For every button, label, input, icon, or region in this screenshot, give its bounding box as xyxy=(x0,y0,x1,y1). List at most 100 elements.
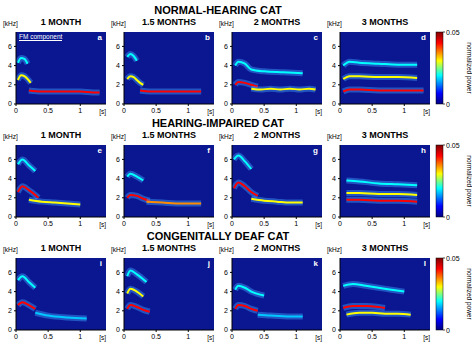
svg-text:2: 2 xyxy=(8,307,12,314)
html-text:1.5 MONTHS: 1.5 MONTHS xyxy=(142,17,196,27)
svg-text:1: 1 xyxy=(294,107,298,114)
svg-text:0: 0 xyxy=(8,326,12,333)
svg-text:1: 1 xyxy=(186,333,190,340)
svg-text:normalized power: normalized power xyxy=(465,42,472,94)
svg-text:0: 0 xyxy=(122,333,126,340)
svg-text:6: 6 xyxy=(224,43,228,50)
svg-text:0.5: 0.5 xyxy=(43,107,53,114)
svg-text:4: 4 xyxy=(8,62,12,69)
svg-text:0: 0 xyxy=(338,220,342,227)
svg-text:0.5: 0.5 xyxy=(151,220,161,227)
svg-text:0: 0 xyxy=(338,333,342,340)
svg-text:0.5: 0.5 xyxy=(43,333,53,340)
svg-text:0.5: 0.5 xyxy=(259,333,269,340)
svg-text:0.05: 0.05 xyxy=(446,29,460,36)
svg-text:2: 2 xyxy=(8,194,12,201)
svg-text:0: 0 xyxy=(122,220,126,227)
html-text:3 MONTHS: 3 MONTHS xyxy=(361,17,409,27)
svg-text:6: 6 xyxy=(224,269,228,276)
svg-text:6: 6 xyxy=(224,156,228,163)
svg-text:0: 0 xyxy=(116,326,120,333)
svg-text:2: 2 xyxy=(332,194,336,201)
svg-text:0: 0 xyxy=(8,100,12,107)
svg-text:4: 4 xyxy=(116,175,120,182)
svg-text:6: 6 xyxy=(8,269,12,276)
svg-text:6: 6 xyxy=(332,269,336,276)
svg-text:1: 1 xyxy=(186,107,190,114)
svg-text:6: 6 xyxy=(8,156,12,163)
svg-text:0: 0 xyxy=(116,100,120,107)
svg-text:2: 2 xyxy=(224,194,228,201)
svg-text:1: 1 xyxy=(78,107,82,114)
svg-text:0: 0 xyxy=(446,327,450,334)
svg-text:0: 0 xyxy=(332,100,336,107)
svg-text:0: 0 xyxy=(116,213,120,220)
svg-text:0: 0 xyxy=(332,326,336,333)
svg-text:0: 0 xyxy=(122,107,126,114)
svg-text:4: 4 xyxy=(8,175,12,182)
svg-text:4: 4 xyxy=(224,62,228,69)
svg-text:0.5: 0.5 xyxy=(43,220,53,227)
svg-text:1: 1 xyxy=(402,107,406,114)
svg-text:1: 1 xyxy=(78,220,82,227)
svg-text:1: 1 xyxy=(402,220,406,227)
svg-text:0.5: 0.5 xyxy=(367,107,377,114)
svg-text:6: 6 xyxy=(116,269,120,276)
svg-text:0.5: 0.5 xyxy=(367,333,377,340)
svg-text:0.05: 0.05 xyxy=(446,255,460,262)
svg-text:0: 0 xyxy=(338,107,342,114)
svg-text:0.5: 0.5 xyxy=(259,107,269,114)
svg-text:2: 2 xyxy=(116,194,120,201)
svg-text:4: 4 xyxy=(224,175,228,182)
svg-text:1: 1 xyxy=(78,333,82,340)
svg-text:4: 4 xyxy=(224,288,228,295)
svg-text:normalized power: normalized power xyxy=(465,155,472,207)
svg-text:normalized power: normalized power xyxy=(465,268,472,320)
svg-text:2: 2 xyxy=(224,307,228,314)
svg-text:0: 0 xyxy=(14,333,18,340)
svg-text:2: 2 xyxy=(116,307,120,314)
svg-text:6: 6 xyxy=(332,43,336,50)
svg-text:0: 0 xyxy=(14,220,18,227)
svg-text:2: 2 xyxy=(332,307,336,314)
svg-text:6: 6 xyxy=(332,156,336,163)
svg-text:0: 0 xyxy=(230,333,234,340)
svg-text:0: 0 xyxy=(332,213,336,220)
svg-text:4: 4 xyxy=(332,175,336,182)
svg-text:4: 4 xyxy=(332,62,336,69)
svg-text:4: 4 xyxy=(8,288,12,295)
svg-text:2: 2 xyxy=(224,81,228,88)
svg-text:0: 0 xyxy=(8,213,12,220)
svg-text:0: 0 xyxy=(446,214,450,221)
svg-text:4: 4 xyxy=(116,288,120,295)
svg-text:0: 0 xyxy=(446,101,450,108)
html-text:NORMAL-HEARING CAT: NORMAL-HEARING CAT xyxy=(154,4,282,16)
svg-text:0: 0 xyxy=(224,326,228,333)
svg-text:2: 2 xyxy=(116,81,120,88)
svg-text:1: 1 xyxy=(294,220,298,227)
svg-text:0.05: 0.05 xyxy=(446,142,460,149)
svg-text:1: 1 xyxy=(402,333,406,340)
svg-text:6: 6 xyxy=(116,43,120,50)
svg-text:0.5: 0.5 xyxy=(151,333,161,340)
svg-text:2: 2 xyxy=(8,81,12,88)
html-text:1 MONTH: 1 MONTH xyxy=(40,17,82,27)
svg-text:0.5: 0.5 xyxy=(259,220,269,227)
svg-text:0.5: 0.5 xyxy=(367,220,377,227)
svg-text:6: 6 xyxy=(8,43,12,50)
svg-text:0: 0 xyxy=(224,100,228,107)
svg-text:6: 6 xyxy=(116,156,120,163)
svg-text:0: 0 xyxy=(224,213,228,220)
svg-text:0: 0 xyxy=(14,107,18,114)
svg-text:0: 0 xyxy=(230,220,234,227)
svg-text:0.5: 0.5 xyxy=(151,107,161,114)
svg-text:2: 2 xyxy=(332,81,336,88)
svg-text:1: 1 xyxy=(186,220,190,227)
svg-text:4: 4 xyxy=(332,288,336,295)
html-text:CONGENITALLY DEAF CAT: CONGENITALLY DEAF CAT xyxy=(146,230,290,242)
svg-text:4: 4 xyxy=(116,62,120,69)
html-text:HEARING-IMPAIRED CAT: HEARING-IMPAIRED CAT xyxy=(151,117,285,129)
html-text:2 MONTHS: 2 MONTHS xyxy=(253,17,301,27)
svg-text:0: 0 xyxy=(230,107,234,114)
svg-text:1: 1 xyxy=(294,333,298,340)
